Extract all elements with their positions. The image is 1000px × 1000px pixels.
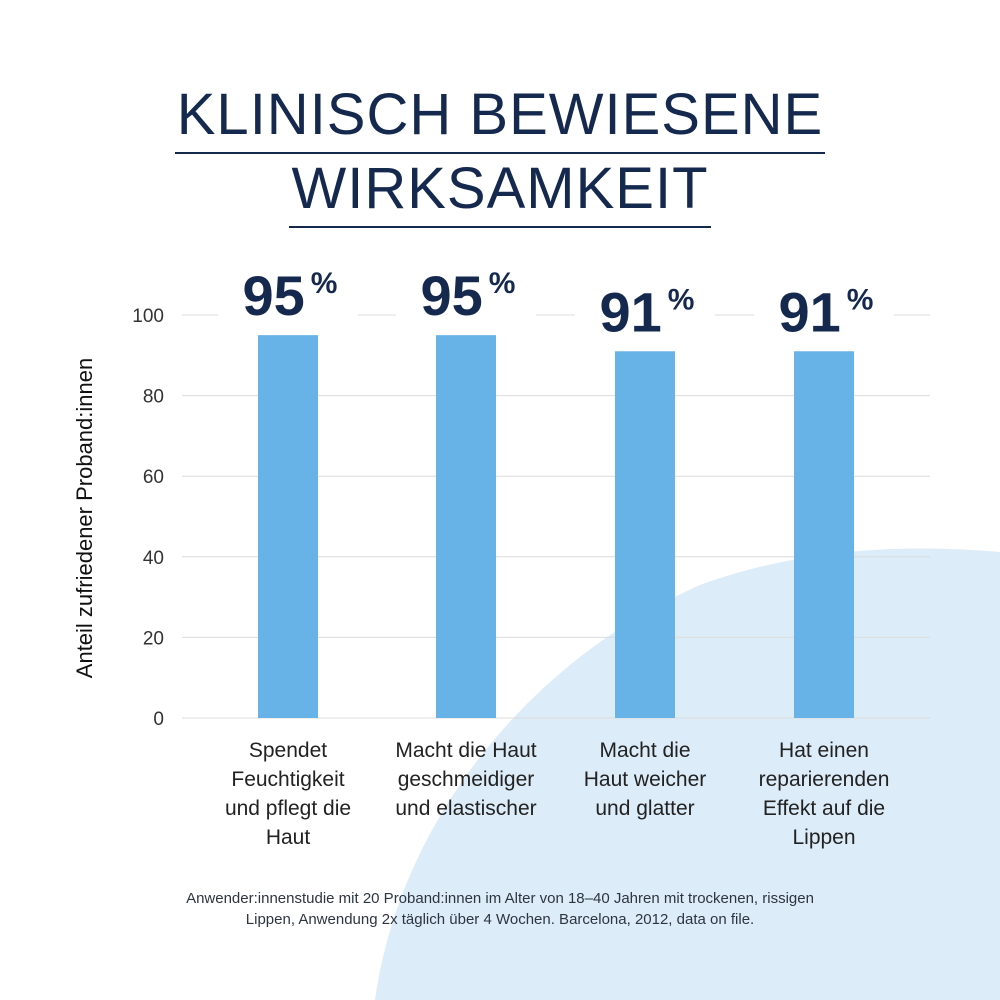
y-tick-label: 80 [143,387,164,408]
value-label-gap [218,311,358,319]
title-line-2: WIRKSAMKEIT [289,154,711,228]
y-axis-label: Anteil zufriedener Proband:innen [72,358,97,678]
y-tick-label: 60 [143,467,164,488]
footnote-line-1: Anwender:innenstudie mit 20 Proband:inne… [186,890,814,907]
bar [615,351,675,718]
category-label: Hat einen reparierenden Effekt auf die Lipp… [759,739,890,849]
y-tick-label: 0 [153,709,164,730]
value-label-gap [575,311,715,319]
bar [794,351,854,718]
category-label: Macht die Haut geschmeidiger und elastisch… [395,739,536,820]
value-labels: 95% 95% 91% 91% [243,264,874,343]
bar [258,335,318,718]
bar-layer [258,335,854,718]
x-axis-labels: Spendet Feuchtigkeit und pflegt die Haut Mac… [225,739,889,849]
bar [436,335,496,718]
y-tick-label: 20 [143,628,164,649]
title-line-1: KLINISCH BEWIESENE [174,80,826,154]
footnote: Anwender:innenstudie mit 20 Proband:inne… [150,888,850,930]
value-label-gap [754,311,894,319]
category-label: Macht die Haut weicher und glatter [584,739,707,820]
category-label: Spendet Feuchtigkeit und pflegt die Haut [225,739,351,849]
page-title: KLINISCH BEWIESENE WIRKSAMKEIT [0,80,1000,228]
value-label: 91% [779,280,874,343]
y-tick-label: 40 [143,548,164,569]
value-label: 95% [421,264,516,327]
value-label: 91% [600,280,695,343]
footnote-line-2: Lippen, Anwendung 2x täglich über 4 Woch… [245,911,755,928]
y-tick-label: 100 [132,306,164,327]
value-label-gap [396,311,536,319]
y-axis-ticks: 0 20 40 60 80 100 [132,306,164,730]
value-label: 95% [243,264,338,327]
